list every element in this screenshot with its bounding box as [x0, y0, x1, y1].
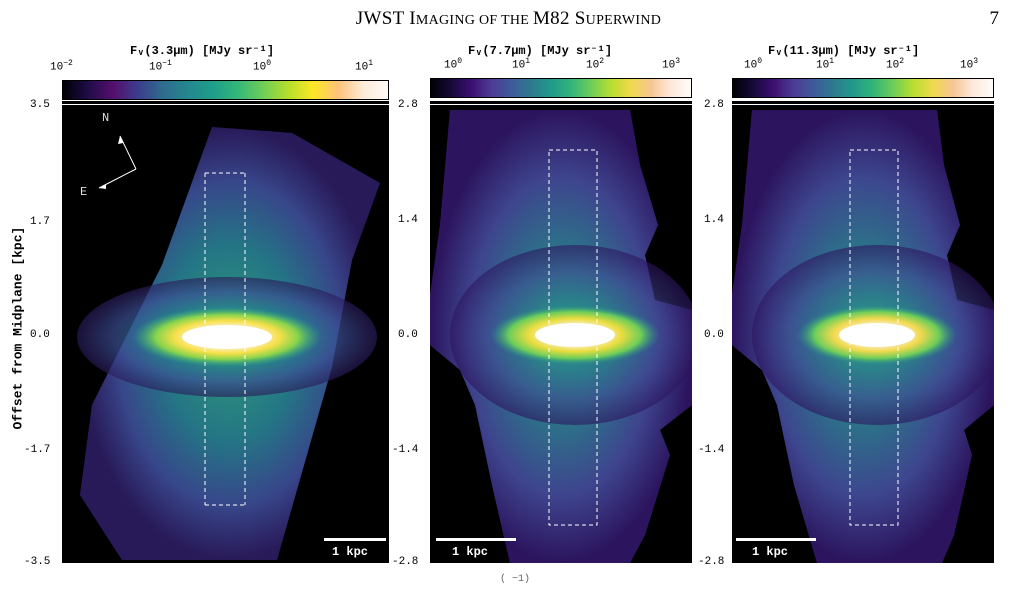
panel-top-border-11um	[732, 101, 994, 104]
page-header: JWST IMAGING OF THE M82 SUPERWIND 7	[0, 8, 1017, 32]
emission-map-11um	[732, 110, 994, 563]
emission-map-3um	[77, 127, 380, 560]
north-label: N	[102, 111, 110, 125]
colorbar-label-11um: Fᵥ(11.3μm) [MJy sr⁻¹]	[768, 44, 920, 58]
ytick-label-top-11um: 2.8	[704, 99, 724, 111]
panel-top-border-7um	[430, 101, 692, 104]
cbar3-tick-4: 103	[960, 57, 979, 72]
ytick-label-top-3um: 3.5	[30, 99, 50, 111]
colorbar-11um	[732, 78, 994, 98]
ytick-label-lower-7um: -1.4	[392, 444, 419, 456]
image-panel-7um: 1 kpc	[430, 105, 692, 563]
ytick-label-lower-11um: -1.4	[698, 444, 725, 456]
y-axis-title: Offset from Midplane [kpc]	[10, 226, 26, 430]
colorbar-label-7um: Fᵥ(7.7μm) [MJy sr⁻¹]	[468, 44, 613, 58]
cbar3-tick-2: 101	[816, 57, 835, 72]
image-panel-11um: 1 kpc	[732, 105, 994, 563]
ytick-label-lower-3um: -1.7	[24, 444, 51, 456]
ytick-label-bottom-7um: -2.8	[392, 556, 419, 568]
cbar2-tick-3: 102	[586, 57, 605, 72]
scalebar-3um	[324, 538, 386, 541]
scalebar-label-7um: 1 kpc	[452, 545, 489, 559]
cbar1-tick-3: 100	[253, 59, 272, 74]
colorbar-7um	[430, 78, 692, 98]
ytick-label-top-7um: 2.8	[398, 99, 418, 111]
scalebar-11um	[736, 538, 816, 541]
cbar2-tick-2: 101	[512, 57, 531, 72]
panel-top-border-3um	[62, 101, 389, 104]
ytick-label-bottom-11um: -2.8	[698, 556, 725, 568]
east-label: E	[80, 185, 88, 199]
ytick-label-mid-3um: 0.0	[30, 329, 50, 341]
ytick-label-upper-11um: 1.4	[704, 214, 724, 226]
caption-fragment: ( −1)	[500, 574, 531, 585]
scalebar-7um	[436, 538, 516, 541]
scalebar-label-3um: 1 kpc	[332, 545, 369, 559]
colorbar-3um	[62, 80, 389, 100]
ytick-label-mid-11um: 0.0	[704, 329, 724, 341]
running-title: JWST IMAGING OF THE M82 SUPERWIND	[355, 8, 662, 29]
cbar1-tick-4: 101	[355, 59, 374, 74]
ytick-label-upper-7um: 1.4	[398, 214, 418, 226]
ytick-label-upper-3um: 1.7	[30, 216, 50, 228]
emission-map-7um	[430, 110, 692, 563]
colorbar-label-3um: Fᵥ(3.3μm) [MJy sr⁻¹]	[130, 44, 275, 58]
cbar3-tick-3: 102	[886, 57, 905, 72]
cbar2-tick-1: 100	[444, 57, 463, 72]
cbar3-tick-1: 100	[744, 57, 763, 72]
page-number: 7	[989, 8, 1000, 29]
scalebar-label-11um: 1 kpc	[752, 545, 789, 559]
ytick-label-mid-7um: 0.0	[398, 329, 418, 341]
image-panel-3um: N E 1 kpc	[62, 105, 389, 563]
cbar1-tick-1: 10−2	[50, 59, 73, 74]
cbar2-tick-4: 103	[662, 57, 681, 72]
cbar1-tick-2: 10−1	[149, 59, 172, 74]
ytick-label-bottom-3um: -3.5	[24, 556, 51, 568]
